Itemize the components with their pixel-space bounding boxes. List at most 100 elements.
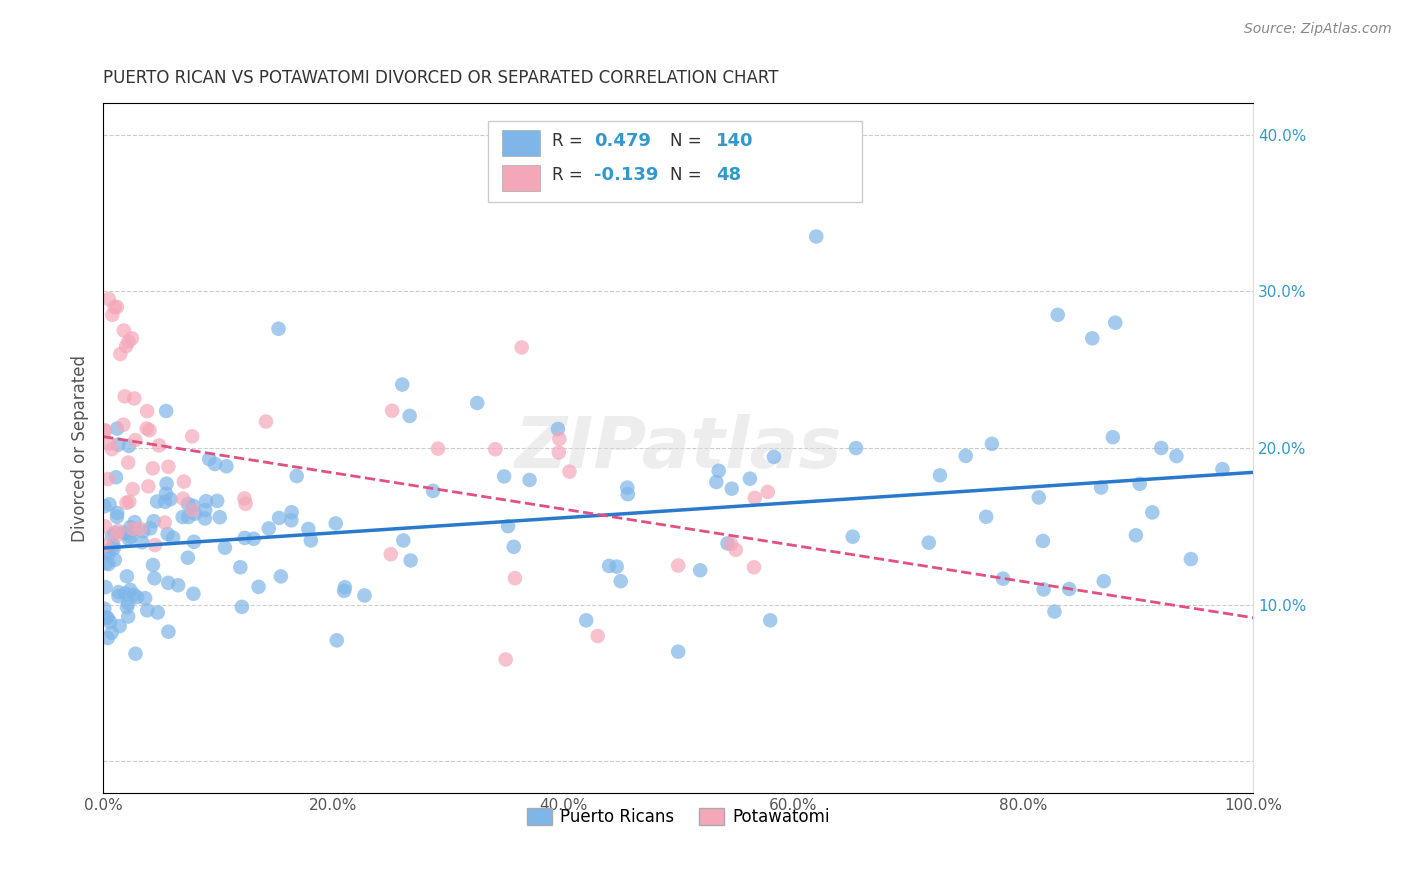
Point <box>115 496 138 510</box>
Point <box>353 589 375 603</box>
Point <box>198 452 221 467</box>
Point <box>247 580 270 594</box>
Point <box>270 569 292 583</box>
Point <box>143 571 166 585</box>
Point <box>689 563 711 577</box>
Point <box>105 506 128 520</box>
Point <box>117 596 139 610</box>
Point <box>575 613 598 627</box>
Point <box>118 494 141 508</box>
Point <box>181 499 204 513</box>
Point <box>215 459 238 474</box>
Point <box>257 521 280 535</box>
Point <box>1142 505 1164 519</box>
Point <box>716 536 738 550</box>
Point <box>183 587 205 601</box>
Point <box>115 600 138 615</box>
Point <box>132 524 155 539</box>
FancyBboxPatch shape <box>502 130 540 156</box>
Point <box>548 432 571 446</box>
Point <box>744 491 766 505</box>
Text: Source: ZipAtlas.com: Source: ZipAtlas.com <box>1244 22 1392 37</box>
Point <box>105 509 128 524</box>
Point <box>134 591 156 606</box>
Point <box>280 513 302 527</box>
Point <box>98 497 121 511</box>
Point <box>267 322 290 336</box>
Point <box>97 611 120 625</box>
Point <box>806 229 828 244</box>
Point <box>148 438 170 452</box>
Point <box>181 503 204 517</box>
Point <box>399 553 422 567</box>
Point <box>1101 430 1123 444</box>
Point <box>146 494 169 508</box>
Point <box>380 547 402 561</box>
Point <box>738 472 761 486</box>
Point <box>162 531 184 545</box>
Point <box>704 475 727 489</box>
Point <box>105 529 128 543</box>
Point <box>503 571 526 585</box>
Point <box>155 404 177 418</box>
Point <box>208 510 231 524</box>
Point <box>325 516 347 531</box>
Point <box>666 558 689 573</box>
Point <box>97 557 120 571</box>
Text: PUERTO RICAN VS POTAWATOMI DIVORCED OR SEPARATED CORRELATION CHART: PUERTO RICAN VS POTAWATOMI DIVORCED OR S… <box>103 69 779 87</box>
Point <box>118 532 141 546</box>
Point <box>720 482 742 496</box>
Point <box>177 510 200 524</box>
Point <box>136 404 159 418</box>
Point <box>167 578 190 592</box>
Text: 140: 140 <box>716 132 754 150</box>
Point <box>617 487 640 501</box>
Point <box>117 609 139 624</box>
Point <box>115 526 138 541</box>
Point <box>233 491 256 506</box>
Point <box>97 436 120 450</box>
Point <box>177 550 200 565</box>
Y-axis label: Divorced or Separated: Divorced or Separated <box>72 354 89 541</box>
Point <box>1104 316 1126 330</box>
Point <box>299 533 322 548</box>
Point <box>1046 308 1069 322</box>
Point <box>142 514 165 528</box>
Point <box>616 481 638 495</box>
Point <box>194 511 217 525</box>
Point <box>112 417 135 432</box>
Point <box>1028 491 1050 505</box>
Point <box>117 456 139 470</box>
Point <box>720 537 742 551</box>
Point <box>1090 481 1112 495</box>
Point <box>558 465 581 479</box>
Point <box>231 599 253 614</box>
Point <box>96 610 118 624</box>
Text: ZIPatlas: ZIPatlas <box>515 414 842 483</box>
Point <box>136 603 159 617</box>
Point <box>138 479 160 493</box>
Point <box>107 438 129 452</box>
Point <box>1081 331 1104 345</box>
Point <box>142 558 165 572</box>
Point <box>103 541 125 556</box>
Point <box>756 485 779 500</box>
Point <box>159 492 181 507</box>
Text: R =: R = <box>551 132 588 150</box>
Point <box>156 527 179 541</box>
Point <box>93 500 115 514</box>
Point <box>97 472 120 486</box>
Point <box>139 521 162 535</box>
Point <box>105 470 128 484</box>
Point <box>93 601 115 615</box>
Point <box>1043 605 1066 619</box>
Point <box>172 510 194 524</box>
Point <box>598 558 620 573</box>
Point <box>122 392 145 406</box>
Point <box>398 409 420 423</box>
Point <box>143 538 166 552</box>
Point <box>496 519 519 533</box>
Point <box>762 450 785 464</box>
Point <box>465 396 488 410</box>
Point <box>918 535 941 549</box>
